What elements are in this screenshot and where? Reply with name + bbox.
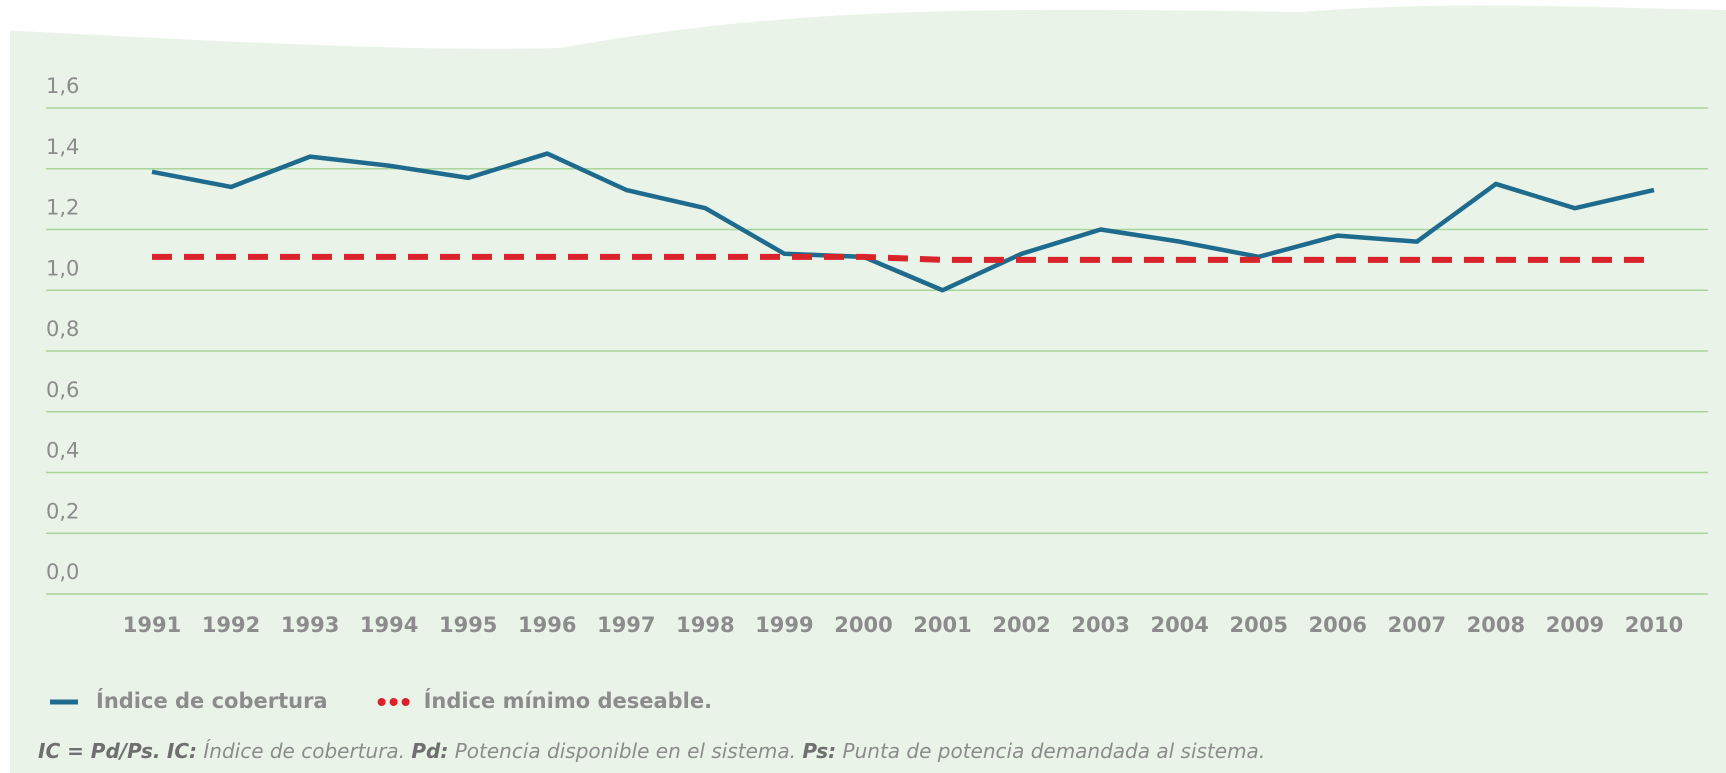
- series-line: [152, 253, 1654, 263]
- series-line: [151, 151, 1655, 293]
- legend-swatch: [377, 698, 386, 706]
- x-tick-label: 2003: [1071, 613, 1129, 637]
- footnote: IC = Pd/Ps. IC: Índice de cobertura. Pd:…: [38, 739, 1265, 763]
- x-tick-label: 1999: [755, 613, 813, 637]
- y-tick-label: 0,8: [46, 317, 79, 341]
- x-tick-label: 1993: [281, 613, 339, 637]
- footnote-part: Pd:: [411, 739, 448, 763]
- x-tick-label: 2008: [1467, 613, 1525, 637]
- x-tick-label: 2001: [913, 613, 971, 637]
- y-tick-label: 0,0: [46, 560, 79, 584]
- x-tick-label: 1996: [518, 613, 576, 637]
- y-tick-label: 0,6: [46, 378, 79, 402]
- y-tick-label: 1,2: [46, 196, 79, 220]
- wave-top: [0, 0, 1726, 49]
- y-tick-label: 1,0: [46, 256, 79, 280]
- legend-swatch: [389, 698, 398, 706]
- y-tick-label: 1,6: [46, 74, 79, 98]
- x-tick-label: 1992: [202, 613, 260, 637]
- x-tick-label: 1997: [597, 613, 655, 637]
- legend-swatch: [401, 698, 410, 706]
- footnote-part: Potencia disponible en el sistema.: [448, 739, 802, 763]
- footnote-part: Ps:: [802, 739, 836, 763]
- x-tick-label: 2005: [1230, 613, 1288, 637]
- x-tick-label: 2006: [1309, 613, 1367, 637]
- x-tick-label: 2009: [1546, 613, 1604, 637]
- footnote-part: Punta de potencia demandada al sistema.: [836, 739, 1265, 763]
- chart-background: [10, 0, 1726, 773]
- x-tick-label: 2000: [834, 613, 892, 637]
- footnote-part: Índice de cobertura.: [197, 739, 411, 763]
- footnote-part: IC = Pd/Ps.: [38, 739, 161, 763]
- x-tick-label: 2007: [1388, 613, 1446, 637]
- legend-label: Índice mínimo deseable.: [424, 688, 712, 713]
- x-tick-label: 1991: [123, 613, 181, 637]
- y-tick-label: 0,2: [46, 499, 79, 523]
- legend-label: Índice de cobertura: [96, 688, 328, 713]
- x-tick-label: 2010: [1625, 613, 1683, 637]
- footnote-part: IC:: [167, 739, 197, 763]
- y-tick-label: 0,4: [46, 439, 79, 463]
- x-tick-label: 2002: [992, 613, 1050, 637]
- x-tick-label: 1995: [439, 613, 497, 637]
- x-tick-label: 1994: [360, 613, 418, 637]
- y-tick-label: 1,4: [46, 135, 79, 159]
- x-tick-label: 1998: [676, 613, 734, 637]
- x-tick-label: 2004: [1150, 613, 1208, 637]
